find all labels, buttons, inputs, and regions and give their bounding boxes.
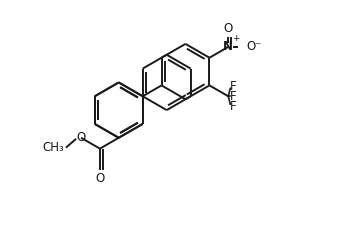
Text: O⁻: O⁻ (246, 40, 262, 53)
Text: O: O (224, 22, 233, 35)
Text: +: + (232, 34, 240, 43)
Text: O: O (95, 172, 105, 185)
Text: F: F (230, 100, 237, 113)
Text: O: O (76, 131, 86, 144)
Text: F: F (230, 90, 237, 103)
Text: N: N (223, 40, 233, 53)
Text: CH₃: CH₃ (42, 141, 64, 154)
Text: F: F (230, 80, 237, 93)
